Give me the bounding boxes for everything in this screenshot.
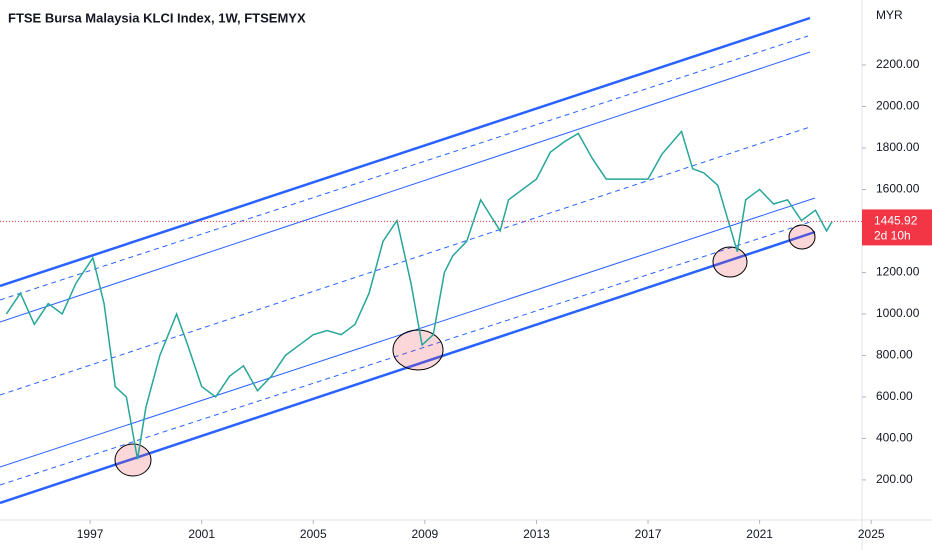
circle	[114, 443, 152, 477]
y-tick-label: 1000.00	[876, 306, 920, 320]
currency: MYR	[876, 8, 903, 22]
circle	[788, 224, 816, 250]
x-tick-label: 2021	[746, 527, 773, 541]
channel-line	[0, 197, 816, 468]
x-tick-label: 2025	[858, 527, 885, 541]
last-price-box	[862, 209, 932, 246]
y-tick-label: 1800.00	[876, 140, 920, 154]
countdown: 2d 10h	[874, 229, 911, 243]
channel-top	[0, 16, 811, 288]
price-line	[5, 129, 833, 460]
y-tick-label: 800.00	[876, 348, 913, 362]
channel-mid	[0, 126, 811, 396]
last-price-label: 1445.92	[874, 214, 918, 228]
x-tick-label: 2005	[300, 527, 327, 541]
circle	[712, 246, 748, 278]
drawings	[0, 16, 816, 505]
channel-dashed	[0, 221, 811, 486]
x-tick-label: 2009	[412, 527, 439, 541]
y-tick-label: 1600.00	[876, 182, 920, 196]
chart-title: FTSE Bursa Malaysia KLCI Index, 1W, FTSE…	[8, 10, 306, 25]
y-tick-label: 1200.00	[876, 265, 920, 279]
y-tick-label: 400.00	[876, 431, 913, 445]
y-tick-label: 200.00	[876, 472, 913, 486]
channel-line	[0, 51, 811, 323]
x-tick-label: 2013	[523, 527, 550, 541]
channel-dashed	[0, 35, 809, 301]
x-tick-label: 2017	[635, 527, 662, 541]
channel-bottom	[0, 230, 816, 505]
plot-area	[0, 129, 862, 460]
y-tick-label: 2200.00	[876, 57, 920, 71]
x-tick-label: 2001	[188, 527, 215, 541]
y-tick-label: 2000.00	[876, 99, 920, 113]
circle	[392, 329, 444, 371]
x-tick-label: 1997	[77, 527, 104, 541]
y-tick-label: 600.00	[876, 389, 913, 403]
